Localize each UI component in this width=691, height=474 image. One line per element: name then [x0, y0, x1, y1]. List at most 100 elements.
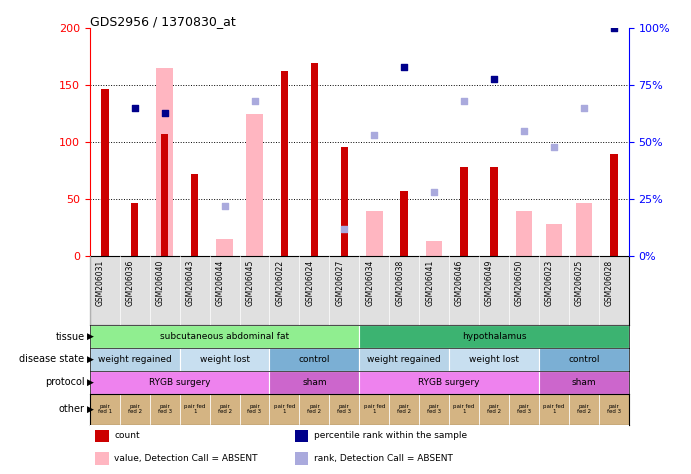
- Bar: [131, 203, 138, 256]
- Text: pair
fed 2: pair fed 2: [128, 404, 142, 414]
- Bar: [569, 393, 599, 425]
- Bar: [90, 371, 269, 393]
- Text: pair
fed 3: pair fed 3: [337, 404, 352, 414]
- Point: [279, 2, 290, 9]
- Point: [459, 98, 470, 105]
- Text: GSM206036: GSM206036: [126, 260, 135, 306]
- Text: GDS2956 / 1370830_at: GDS2956 / 1370830_at: [90, 16, 236, 28]
- Bar: [509, 393, 539, 425]
- Text: count: count: [114, 431, 140, 440]
- Bar: [599, 393, 629, 425]
- Text: GSM206024: GSM206024: [305, 260, 314, 306]
- Bar: [294, 430, 308, 442]
- Bar: [95, 430, 108, 442]
- Bar: [366, 210, 383, 256]
- Text: GSM206041: GSM206041: [425, 260, 434, 306]
- Bar: [341, 147, 348, 256]
- Bar: [209, 393, 240, 425]
- Text: value, Detection Call = ABSENT: value, Detection Call = ABSENT: [114, 454, 258, 463]
- Text: percentile rank within the sample: percentile rank within the sample: [314, 431, 466, 440]
- Bar: [90, 325, 359, 348]
- Text: RYGB surgery: RYGB surgery: [418, 378, 480, 387]
- Text: pair
fed 3: pair fed 3: [158, 404, 172, 414]
- Text: GSM206034: GSM206034: [366, 260, 375, 306]
- Bar: [515, 210, 532, 256]
- Point: [219, 202, 230, 210]
- Text: pair fed
1: pair fed 1: [184, 404, 205, 414]
- Bar: [539, 371, 629, 393]
- Point: [518, 127, 529, 135]
- Text: GSM206043: GSM206043: [186, 260, 195, 306]
- Bar: [240, 393, 269, 425]
- Text: other: other: [59, 404, 84, 414]
- Text: pair
fed 2: pair fed 2: [577, 404, 591, 414]
- Bar: [156, 68, 173, 256]
- Bar: [90, 348, 180, 371]
- Text: pair fed
1: pair fed 1: [453, 404, 475, 414]
- Bar: [401, 191, 408, 256]
- Bar: [359, 325, 629, 348]
- Bar: [389, 393, 419, 425]
- Bar: [359, 371, 539, 393]
- Text: sham: sham: [571, 378, 596, 387]
- Point: [489, 75, 500, 82]
- Point: [249, 98, 260, 105]
- Bar: [269, 348, 359, 371]
- Text: weight lost: weight lost: [469, 355, 519, 364]
- Text: GSM206046: GSM206046: [455, 260, 464, 306]
- Text: weight regained: weight regained: [368, 355, 441, 364]
- Point: [100, 0, 111, 3]
- Text: pair fed
1: pair fed 1: [543, 404, 565, 414]
- Bar: [269, 393, 299, 425]
- Point: [129, 104, 140, 112]
- Bar: [95, 452, 108, 465]
- Text: control: control: [299, 355, 330, 364]
- Text: weight regained: weight regained: [98, 355, 171, 364]
- Text: ▶: ▶: [87, 405, 94, 414]
- Bar: [539, 348, 629, 371]
- Point: [428, 189, 439, 196]
- Text: GSM206044: GSM206044: [216, 260, 225, 306]
- Text: tissue: tissue: [55, 332, 84, 342]
- Text: GSM206050: GSM206050: [515, 260, 524, 306]
- Text: GSM206023: GSM206023: [545, 260, 554, 306]
- Text: pair
fed 3: pair fed 3: [247, 404, 262, 414]
- Point: [159, 109, 170, 117]
- Text: pair fed
1: pair fed 1: [363, 404, 385, 414]
- Bar: [610, 154, 618, 256]
- Text: GSM206031: GSM206031: [96, 260, 105, 306]
- Bar: [449, 348, 539, 371]
- Text: GSM206038: GSM206038: [395, 260, 404, 306]
- Text: weight lost: weight lost: [200, 355, 249, 364]
- Bar: [460, 167, 468, 256]
- Text: pair
fed 1: pair fed 1: [97, 404, 112, 414]
- Text: GSM206049: GSM206049: [485, 260, 494, 306]
- Bar: [161, 134, 169, 256]
- Text: GSM206045: GSM206045: [245, 260, 254, 306]
- Bar: [191, 174, 198, 256]
- Bar: [299, 393, 330, 425]
- Bar: [359, 393, 389, 425]
- Text: hypothalamus: hypothalamus: [462, 332, 527, 341]
- Bar: [479, 393, 509, 425]
- Text: pair fed
1: pair fed 1: [274, 404, 295, 414]
- Bar: [180, 393, 209, 425]
- Text: pair
fed 3: pair fed 3: [427, 404, 442, 414]
- Bar: [246, 114, 263, 256]
- Point: [369, 132, 380, 139]
- Text: pair
fed 2: pair fed 2: [487, 404, 501, 414]
- Text: ▶: ▶: [87, 332, 94, 341]
- Text: pair
fed 2: pair fed 2: [397, 404, 411, 414]
- Point: [578, 104, 589, 112]
- Text: disease state: disease state: [19, 355, 84, 365]
- Text: subcutaneous abdominal fat: subcutaneous abdominal fat: [160, 332, 289, 341]
- Bar: [281, 71, 288, 256]
- Text: GSM206025: GSM206025: [575, 260, 584, 306]
- Text: ▶: ▶: [87, 378, 94, 387]
- Bar: [269, 371, 359, 393]
- Point: [399, 64, 410, 71]
- Bar: [576, 203, 592, 256]
- Text: GSM206028: GSM206028: [605, 260, 614, 306]
- Text: control: control: [568, 355, 600, 364]
- Text: rank, Detection Call = ABSENT: rank, Detection Call = ABSENT: [314, 454, 453, 463]
